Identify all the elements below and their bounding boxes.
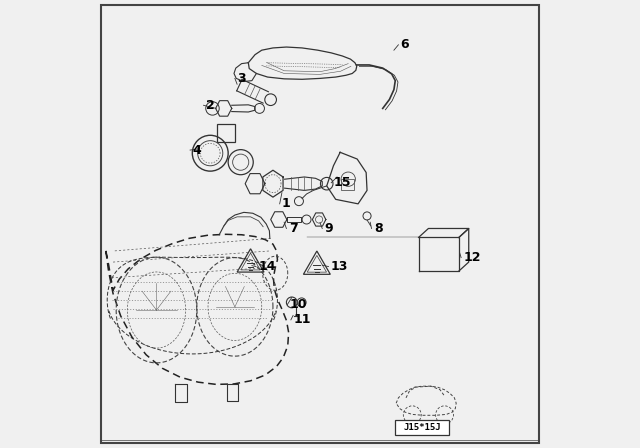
- Text: 11: 11: [293, 313, 310, 327]
- Text: 9: 9: [324, 222, 333, 235]
- Bar: [217, 124, 235, 142]
- Text: 4: 4: [192, 143, 201, 157]
- Text: 14: 14: [258, 260, 276, 273]
- Text: 13: 13: [331, 260, 348, 273]
- Text: 6: 6: [401, 38, 409, 52]
- Text: 12: 12: [463, 251, 481, 264]
- Text: 8: 8: [374, 222, 382, 235]
- Bar: [396, 420, 449, 435]
- Text: 10: 10: [289, 298, 307, 311]
- Text: 1: 1: [282, 197, 291, 211]
- Bar: [341, 179, 355, 190]
- Text: 7: 7: [289, 222, 298, 235]
- Text: 2: 2: [206, 99, 214, 112]
- Text: 3: 3: [237, 72, 246, 85]
- Text: 15: 15: [333, 176, 351, 190]
- Text: J15*15J: J15*15J: [403, 423, 441, 432]
